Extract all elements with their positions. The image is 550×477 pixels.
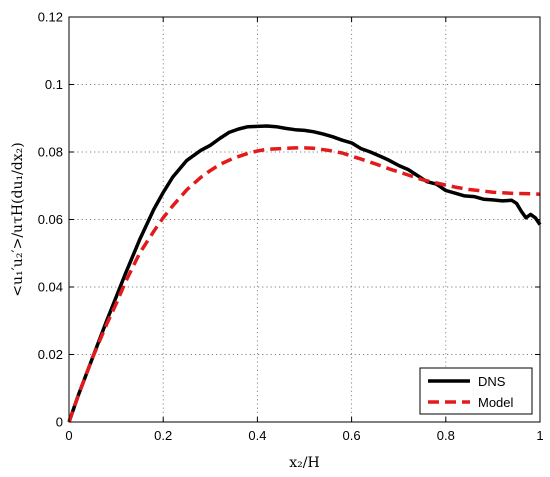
x-tick-label: 0 — [65, 428, 72, 443]
y-tick-label: 0.12 — [38, 10, 63, 25]
y-tick-label: 0.04 — [38, 280, 63, 295]
legend-label-dns: DNS — [478, 374, 506, 389]
series-line-model — [67, 146, 541, 423]
x-tick-label: 0.4 — [248, 428, 266, 443]
y-tick-label: 0.1 — [45, 77, 63, 92]
x-tick-label: 0.8 — [437, 428, 455, 443]
y-tick-label: 0.06 — [38, 212, 63, 227]
y-tick-label: 0.08 — [38, 145, 63, 160]
y-tick-label: 0 — [56, 415, 63, 430]
x-tick-label: 0.6 — [343, 428, 361, 443]
series-line-dns — [67, 124, 542, 423]
grid-lines — [69, 17, 540, 422]
x-tick-label: 0.2 — [154, 428, 172, 443]
x-axis-label: x₂/H — [289, 455, 319, 471]
legend-label-model: Model — [478, 395, 514, 410]
series-layer — [67, 124, 542, 423]
legend-box — [419, 367, 533, 415]
legend: DNS Model — [419, 367, 533, 415]
y-axis-label: <u₁′u₂′>/uτH(du₁/dx₂) — [10, 142, 26, 296]
x-tick-label: 1 — [536, 428, 543, 443]
axis-ticks: 0 0.2 0.4 0.6 0.8 1 0 0.02 0.04 0.06 0.08 0.1 0.12 — [38, 10, 544, 444]
y-tick-label: 0.02 — [38, 347, 63, 362]
